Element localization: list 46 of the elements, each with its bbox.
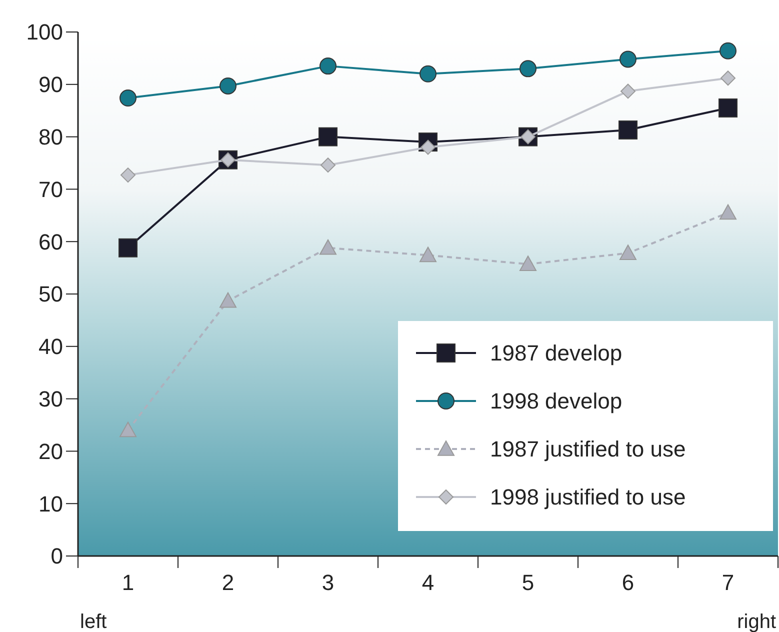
point — [318, 127, 338, 146]
y-tick-label: 90 — [38, 72, 63, 98]
y-tick-label: 60 — [38, 229, 63, 254]
y-tick-label: 80 — [38, 124, 63, 150]
text: left — [80, 611, 108, 632]
point — [120, 90, 136, 107]
point — [420, 65, 436, 82]
point — [320, 158, 336, 173]
legend-label: 1987 develop — [490, 340, 622, 366]
point — [420, 246, 436, 262]
y-tick-label: 50 — [38, 282, 63, 307]
legend-label: 1998 develop — [490, 388, 622, 414]
x-tick-label: 5 — [522, 570, 534, 595]
text: right — [737, 611, 776, 632]
y-tick-label: 30 — [38, 386, 63, 412]
y-tick-label: 20 — [38, 438, 63, 464]
x-tick-label: 1 — [122, 570, 134, 595]
point — [220, 77, 236, 94]
point — [220, 292, 236, 308]
legend-label: 1987 justified to use — [490, 436, 686, 462]
x-tick-label: 2 — [222, 570, 234, 595]
point — [120, 422, 136, 438]
x-tick-label: 3 — [322, 570, 334, 595]
point — [520, 256, 536, 272]
point — [520, 60, 536, 78]
point — [720, 42, 736, 60]
point — [320, 239, 336, 255]
y-tick-label: 10 — [38, 491, 63, 516]
point — [118, 238, 138, 258]
point — [720, 204, 736, 220]
y-tick-label: 70 — [38, 176, 63, 202]
point — [618, 120, 638, 140]
y-tick-label: 0 — [50, 544, 63, 569]
x-tick-label: 6 — [622, 570, 634, 595]
point — [720, 70, 736, 86]
x-tick-label: 7 — [722, 570, 734, 595]
legend-label: 1998 justified to use — [490, 484, 686, 510]
x-tick-label: 4 — [422, 570, 434, 595]
point — [620, 50, 636, 68]
point — [320, 58, 336, 75]
point — [620, 84, 636, 99]
point — [120, 168, 136, 183]
y-tick-label: 40 — [38, 334, 63, 360]
y-tick-label: 100 — [26, 20, 63, 45]
point — [620, 244, 636, 260]
point — [718, 98, 738, 118]
